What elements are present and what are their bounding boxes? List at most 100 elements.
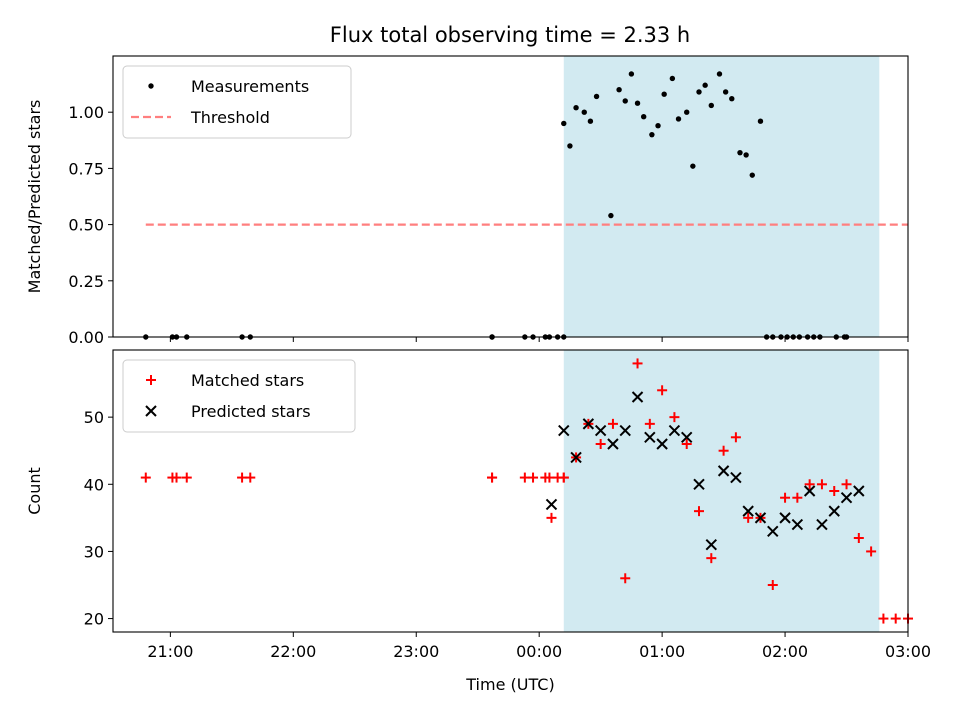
predicted-point bbox=[791, 518, 804, 531]
measurement-point bbox=[567, 143, 573, 149]
matched-point bbox=[595, 439, 606, 449]
measurement-point bbox=[684, 109, 690, 115]
matched-point bbox=[890, 613, 901, 624]
legend-label: Predicted stars bbox=[191, 402, 311, 421]
matched-point bbox=[780, 492, 791, 503]
measurement-point bbox=[661, 91, 667, 97]
matched-point bbox=[181, 472, 192, 483]
measurement-point bbox=[655, 122, 661, 129]
predicted-point bbox=[840, 492, 853, 504]
measurement-point bbox=[561, 120, 567, 127]
measurement-point bbox=[702, 82, 708, 88]
measurement-point bbox=[757, 118, 764, 124]
legend-box bbox=[122, 359, 356, 433]
measurement-point bbox=[743, 152, 749, 158]
predicted-point bbox=[767, 525, 779, 537]
measurement-point bbox=[622, 98, 628, 104]
y-tick-label: 0.50 bbox=[68, 216, 104, 235]
y-axis-label: Matched/Predicted stars bbox=[25, 100, 44, 294]
measurement-point bbox=[675, 116, 682, 122]
predicted-point bbox=[754, 512, 767, 524]
y-tick-label: 1.00 bbox=[68, 103, 104, 122]
measurement-point bbox=[729, 96, 735, 102]
predicted-point bbox=[558, 424, 570, 437]
predicted-point bbox=[545, 498, 558, 511]
predicted-point bbox=[570, 451, 582, 464]
measurement-point bbox=[593, 93, 600, 100]
matched-point bbox=[718, 445, 729, 456]
x-tick-label: 23:00 bbox=[393, 642, 439, 661]
legend-marker-predicted bbox=[145, 405, 157, 417]
y-tick-label: 40 bbox=[84, 475, 104, 494]
axes-frame bbox=[112, 55, 909, 338]
matched-point bbox=[681, 439, 692, 449]
predicted-point bbox=[717, 465, 730, 477]
legend: Matched stars Predicted stars bbox=[122, 359, 356, 433]
predicted-point bbox=[803, 485, 816, 497]
measurement-point bbox=[616, 87, 622, 93]
predicted-point bbox=[779, 512, 791, 524]
measurement-point bbox=[708, 102, 714, 109]
measurement-point bbox=[737, 149, 743, 156]
series-predicted-stars bbox=[545, 391, 865, 551]
measurement-point bbox=[573, 105, 579, 111]
legend-label: Threshold bbox=[190, 108, 270, 127]
matched-point bbox=[546, 512, 557, 523]
x-tick-label: 01:00 bbox=[639, 642, 685, 661]
predicted-point bbox=[631, 391, 644, 403]
measurement-point bbox=[669, 75, 676, 82]
x-tick-label: 21:00 bbox=[147, 642, 193, 661]
predicted-point bbox=[853, 485, 865, 497]
matched-point bbox=[878, 613, 889, 624]
predicted-point bbox=[668, 424, 681, 437]
legend-box bbox=[122, 65, 352, 139]
legend-marker-matched bbox=[146, 375, 156, 385]
axes-frame bbox=[112, 349, 909, 633]
predicted-point bbox=[681, 431, 693, 443]
measurement-point bbox=[587, 118, 594, 124]
matched-point bbox=[487, 472, 498, 483]
measurement-point bbox=[696, 89, 702, 95]
matched-point bbox=[730, 432, 741, 443]
predicted-point bbox=[607, 438, 619, 450]
x-tick-label: 02:00 bbox=[762, 642, 808, 661]
legend-label: Measurements bbox=[191, 77, 309, 96]
predicted-point bbox=[816, 518, 828, 531]
series-matched-stars bbox=[140, 358, 913, 624]
matched-point bbox=[528, 472, 539, 483]
top-panel: 0.00 0.25 0.50 0.75 1.00 Matched/Predicted st… bbox=[25, 55, 909, 347]
predicted-point bbox=[619, 424, 631, 437]
matched-point bbox=[866, 546, 877, 557]
chart-title: Flux total observing time = 2.33 h bbox=[330, 23, 690, 47]
predicted-point bbox=[582, 418, 595, 430]
y-axis-label: Count bbox=[25, 467, 44, 515]
matched-point bbox=[829, 486, 840, 496]
predicted-point bbox=[705, 539, 718, 551]
matched-point bbox=[620, 573, 631, 584]
matched-point bbox=[558, 472, 569, 483]
x-tick-label: 00:00 bbox=[516, 642, 562, 661]
y-tick-label: 0.00 bbox=[68, 328, 104, 347]
x-tick-label: 22:00 bbox=[270, 642, 316, 661]
matched-point bbox=[657, 385, 668, 396]
y-tick-label: 0.25 bbox=[68, 272, 104, 291]
measurement-point bbox=[581, 109, 587, 115]
matched-point bbox=[140, 472, 151, 483]
matched-point bbox=[632, 358, 643, 369]
matched-point bbox=[694, 506, 705, 517]
predicted-point bbox=[693, 478, 705, 490]
y-tick-label: 20 bbox=[84, 610, 104, 629]
legend-marker-measurements bbox=[148, 83, 154, 89]
legend-label: Matched stars bbox=[191, 371, 304, 390]
matched-point bbox=[743, 512, 754, 523]
matched-point bbox=[792, 492, 803, 503]
measurement-point bbox=[722, 89, 729, 95]
y-tick-label: 50 bbox=[84, 408, 104, 427]
matched-point bbox=[853, 533, 864, 543]
legend: Measurements Threshold bbox=[122, 65, 352, 139]
measurement-point bbox=[716, 71, 723, 77]
matched-point bbox=[706, 553, 717, 564]
measurement-point bbox=[690, 163, 696, 169]
predicted-point bbox=[594, 424, 607, 437]
